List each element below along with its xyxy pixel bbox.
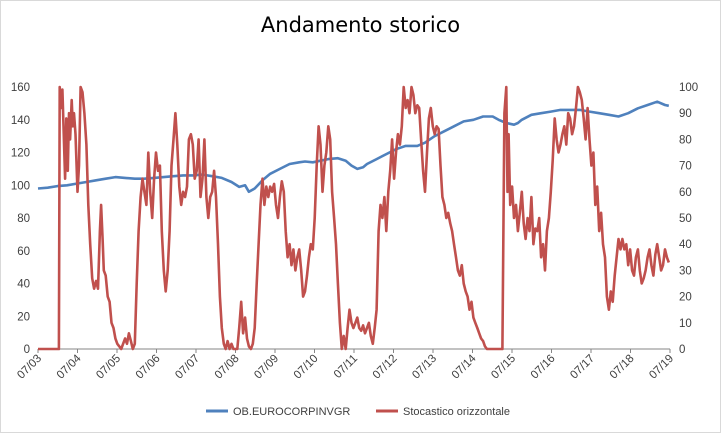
x-tick-label: 07/18: [608, 353, 637, 382]
y-left-tick-label: 0: [24, 344, 30, 356]
legend-label: Stocastico orizzontale: [403, 406, 510, 418]
y-right-tick-label: 60: [679, 187, 692, 199]
y-left-tick-label: 100: [11, 180, 30, 192]
x-tick-label: 07/09: [252, 353, 281, 382]
y-right-tick-label: 20: [679, 292, 692, 304]
x-tick-label: 07/19: [647, 353, 676, 382]
y-left-tick-label: 20: [17, 311, 30, 323]
x-tick-label: 07/10: [292, 353, 321, 382]
x-tick-label: 07/06: [134, 353, 163, 382]
y-right-tick-label: 10: [679, 318, 692, 330]
x-tick-label: 07/05: [94, 353, 123, 382]
x-tick-label: 07/15: [489, 353, 518, 382]
x-tick-label: 07/03: [15, 353, 44, 382]
x-tick-label: 07/14: [450, 352, 479, 381]
y-left-tick-label: 160: [11, 82, 30, 94]
y-left-tick-label: 40: [17, 279, 30, 291]
y-right-tick-label: 40: [679, 239, 692, 251]
x-tick-label: 07/12: [371, 353, 400, 382]
legend-label: OB.EUROCORPINVGR: [233, 406, 350, 418]
x-tick-label: 07/17: [568, 353, 597, 382]
series-line-eurocorp: [37, 100, 670, 194]
x-tick-label: 07/04: [55, 352, 84, 381]
y-right-tick-label: 0: [679, 344, 685, 356]
y-left-tick-label: 60: [17, 246, 30, 258]
y-left-tick-label: 140: [11, 115, 30, 127]
x-tick-label: 07/16: [529, 353, 558, 382]
y-right-tick-label: 50: [679, 213, 692, 225]
y-right-tick-label: 80: [679, 134, 692, 146]
x-tick-label: 07/13: [410, 353, 439, 382]
x-tick-label: 07/08: [213, 353, 242, 382]
y-left-tick-label: 80: [17, 213, 30, 225]
y-right-tick-label: 90: [679, 108, 692, 120]
x-tick-label: 07/07: [173, 353, 202, 382]
chart-title: Andamento storico: [260, 13, 461, 37]
y-left-tick-label: 120: [11, 148, 30, 160]
series-line-stocastico: [38, 85, 671, 351]
y-right-tick-label: 70: [679, 161, 692, 173]
y-right-tick-label: 30: [679, 265, 692, 277]
x-tick-label: 07/11: [332, 353, 360, 381]
y-right-tick-label: 100: [679, 82, 698, 94]
